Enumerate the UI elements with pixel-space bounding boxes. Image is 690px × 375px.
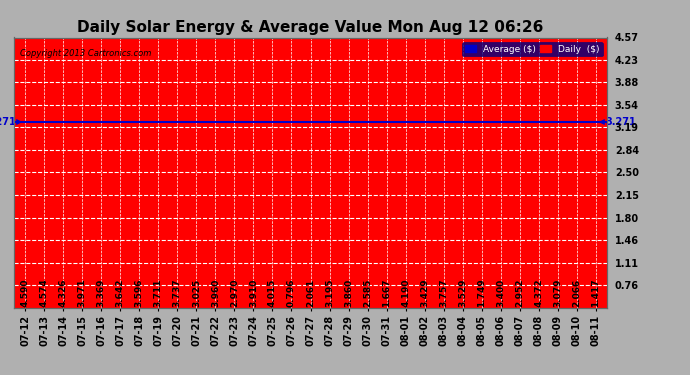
Legend: Average ($), Daily  ($): Average ($), Daily ($) — [462, 42, 602, 56]
Text: 4.574: 4.574 — [40, 278, 49, 307]
Bar — [245, 81, 262, 308]
Bar — [92, 116, 110, 308]
Bar — [17, 36, 34, 308]
Bar — [55, 53, 72, 307]
Bar — [264, 74, 282, 308]
Title: Daily Solar Energy & Average Value Mon Aug 12 06:26: Daily Solar Energy & Average Value Mon A… — [77, 20, 544, 35]
Text: 3.910: 3.910 — [249, 279, 258, 307]
Text: 3.711: 3.711 — [154, 278, 163, 307]
Text: 3.271: 3.271 — [0, 117, 21, 127]
Bar — [416, 112, 433, 308]
Text: 4.590: 4.590 — [21, 278, 30, 307]
Bar — [473, 221, 491, 308]
Text: 3.860: 3.860 — [344, 279, 353, 307]
Bar — [549, 135, 566, 308]
Text: 1.749: 1.749 — [477, 278, 486, 307]
Text: 3.757: 3.757 — [439, 278, 448, 307]
Bar — [112, 98, 129, 308]
Text: 2.970: 2.970 — [230, 278, 239, 307]
Bar — [207, 77, 224, 308]
Text: 3.079: 3.079 — [553, 278, 562, 307]
Text: 3.195: 3.195 — [325, 278, 334, 307]
Bar — [130, 101, 148, 308]
Text: 1.667: 1.667 — [382, 278, 391, 307]
Bar — [359, 166, 376, 308]
Bar — [435, 90, 453, 308]
Text: 4.015: 4.015 — [268, 279, 277, 307]
Bar — [302, 201, 319, 308]
Text: 3.971: 3.971 — [78, 278, 87, 307]
Bar — [454, 105, 471, 308]
Text: 3.429: 3.429 — [420, 278, 429, 307]
Bar — [321, 127, 338, 308]
Text: 3.642: 3.642 — [116, 278, 125, 307]
Bar — [226, 142, 243, 308]
Text: 3.529: 3.529 — [458, 278, 467, 307]
Text: Copyright 2013 Cartronics.com: Copyright 2013 Cartronics.com — [20, 50, 151, 58]
Bar — [378, 226, 395, 308]
Text: 4.372: 4.372 — [534, 278, 543, 307]
Bar — [339, 84, 357, 308]
Text: 3.596: 3.596 — [135, 278, 144, 307]
Bar — [188, 138, 205, 308]
Text: 1.417: 1.417 — [591, 278, 600, 307]
Bar — [168, 92, 186, 308]
Bar — [511, 143, 529, 308]
Text: 3.960: 3.960 — [211, 279, 220, 307]
Bar — [587, 243, 604, 308]
Bar — [530, 50, 547, 308]
Bar — [150, 93, 167, 308]
Bar — [492, 114, 509, 308]
Text: 3.400: 3.400 — [496, 279, 505, 307]
Text: 4.326: 4.326 — [59, 278, 68, 307]
Text: 0.796: 0.796 — [287, 278, 296, 307]
Text: 3.271: 3.271 — [600, 117, 636, 127]
Text: 3.025: 3.025 — [192, 279, 201, 307]
Bar — [283, 283, 300, 308]
Bar — [397, 62, 414, 308]
Bar — [35, 37, 53, 308]
Text: 3.369: 3.369 — [97, 278, 106, 307]
Text: 2.585: 2.585 — [363, 279, 372, 307]
Text: 2.061: 2.061 — [306, 279, 315, 307]
Bar — [568, 200, 586, 308]
Text: 3.737: 3.737 — [173, 278, 182, 307]
Text: 4.190: 4.190 — [401, 278, 410, 307]
Text: 2.952: 2.952 — [515, 278, 524, 307]
Text: 2.066: 2.066 — [572, 279, 581, 307]
Bar — [74, 76, 91, 308]
